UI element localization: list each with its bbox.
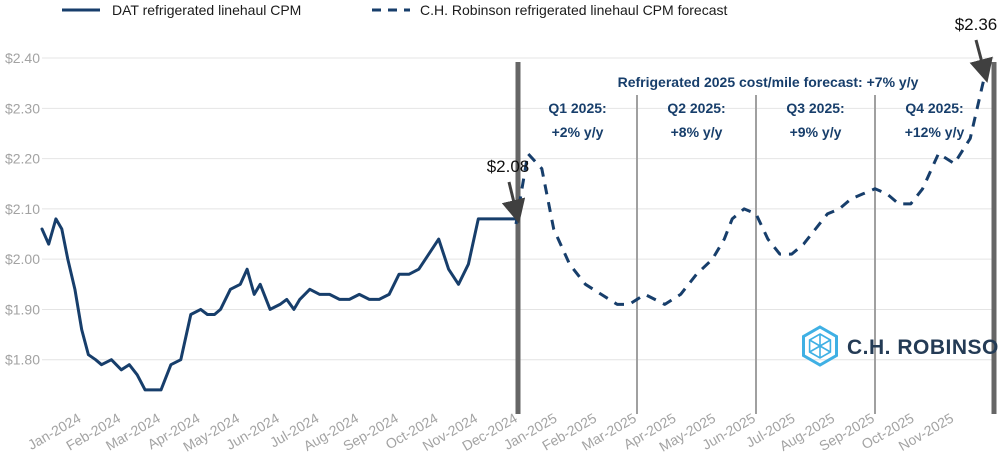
quarter-label: Q1 2025: xyxy=(548,100,606,116)
quarter-label: Q4 2025: xyxy=(905,100,963,116)
y-tick-label: $2.00 xyxy=(5,251,40,267)
legend-label-dat: DAT refrigerated linehaul CPM xyxy=(112,2,301,18)
y-axis: $1.80 $1.90 $2.00 $2.10 $2.20 $2.30 $2.40 xyxy=(5,50,40,368)
legend: DAT refrigerated linehaul CPM C.H. Robin… xyxy=(62,2,727,18)
y-tick-label: $1.90 xyxy=(5,301,40,317)
callout-arrow xyxy=(501,181,526,224)
quarter-change: +8% y/y xyxy=(671,124,723,140)
brand-name: C.H. ROBINSON xyxy=(847,336,1000,359)
y-tick-label: $2.30 xyxy=(5,100,40,116)
quarter-labels: Q1 2025: +2% y/y Q2 2025: +8% y/y Q3 2025: +9… xyxy=(548,100,964,140)
callouts: $2.08 $2.36 xyxy=(487,15,998,224)
quarter-change: +2% y/y xyxy=(552,124,604,140)
callout-value: $2.36 xyxy=(955,15,998,34)
y-tick-label: $2.40 xyxy=(5,50,40,66)
series-line-dat xyxy=(40,217,520,392)
quarter-label: Q3 2025: xyxy=(786,100,844,116)
legend-label-forecast: C.H. Robinson refrigerated linehaul CPM … xyxy=(420,2,727,18)
y-tick-label: $1.80 xyxy=(5,352,40,368)
series-layer xyxy=(40,77,986,392)
cube-logo-icon xyxy=(802,325,838,367)
quarter-dividers xyxy=(515,62,997,414)
forecast-headline: Refrigerated 2025 cost/mile forecast: +7… xyxy=(618,74,919,90)
y-tick-label: $2.20 xyxy=(5,151,40,167)
x-axis: Jan-2024Feb-2024Mar-2024Apr-2024May-2024… xyxy=(25,410,956,455)
callout-value: $2.08 xyxy=(487,157,530,176)
brand-logo: C.H. ROBINSON xyxy=(802,325,1000,367)
quarter-change: +9% y/y xyxy=(790,124,842,140)
callout-arrow xyxy=(969,39,993,83)
y-tick-label: $2.10 xyxy=(5,201,40,217)
quarter-label: Q2 2025: xyxy=(667,100,725,116)
quarter-change: +12% y/y xyxy=(905,124,965,140)
